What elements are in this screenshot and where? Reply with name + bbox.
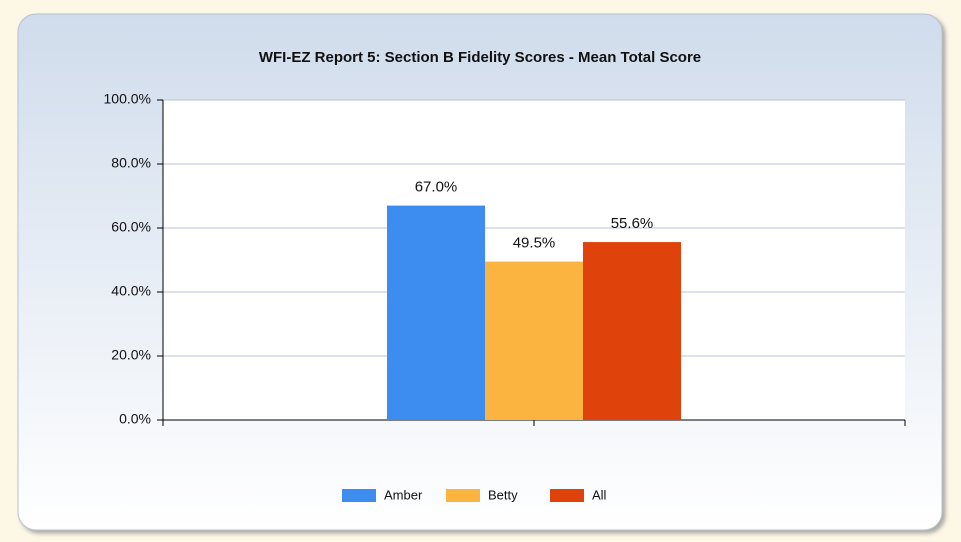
chart-title: WFI-EZ Report 5: Section B Fidelity Scor… xyxy=(259,49,701,66)
legend-label: Betty xyxy=(488,487,518,502)
y-tick-label: 100.0% xyxy=(104,91,151,107)
y-tick-label: 60.0% xyxy=(111,219,151,235)
legend-swatch xyxy=(446,489,480,502)
bar xyxy=(485,261,583,420)
legend-swatch xyxy=(342,489,376,502)
data-label: 49.5% xyxy=(513,235,556,252)
legend-label: All xyxy=(592,487,607,502)
legend-swatch xyxy=(550,489,584,502)
y-tick-label: 20.0% xyxy=(111,347,151,363)
legend-label: Amber xyxy=(384,487,423,502)
y-tick-label: 40.0% xyxy=(111,283,151,299)
y-tick-label: 0.0% xyxy=(119,411,151,427)
y-tick-label: 80.0% xyxy=(111,155,151,171)
data-label: 55.6% xyxy=(611,215,654,232)
data-label: 67.0% xyxy=(415,179,458,196)
bar xyxy=(387,205,485,420)
bar xyxy=(583,242,681,420)
